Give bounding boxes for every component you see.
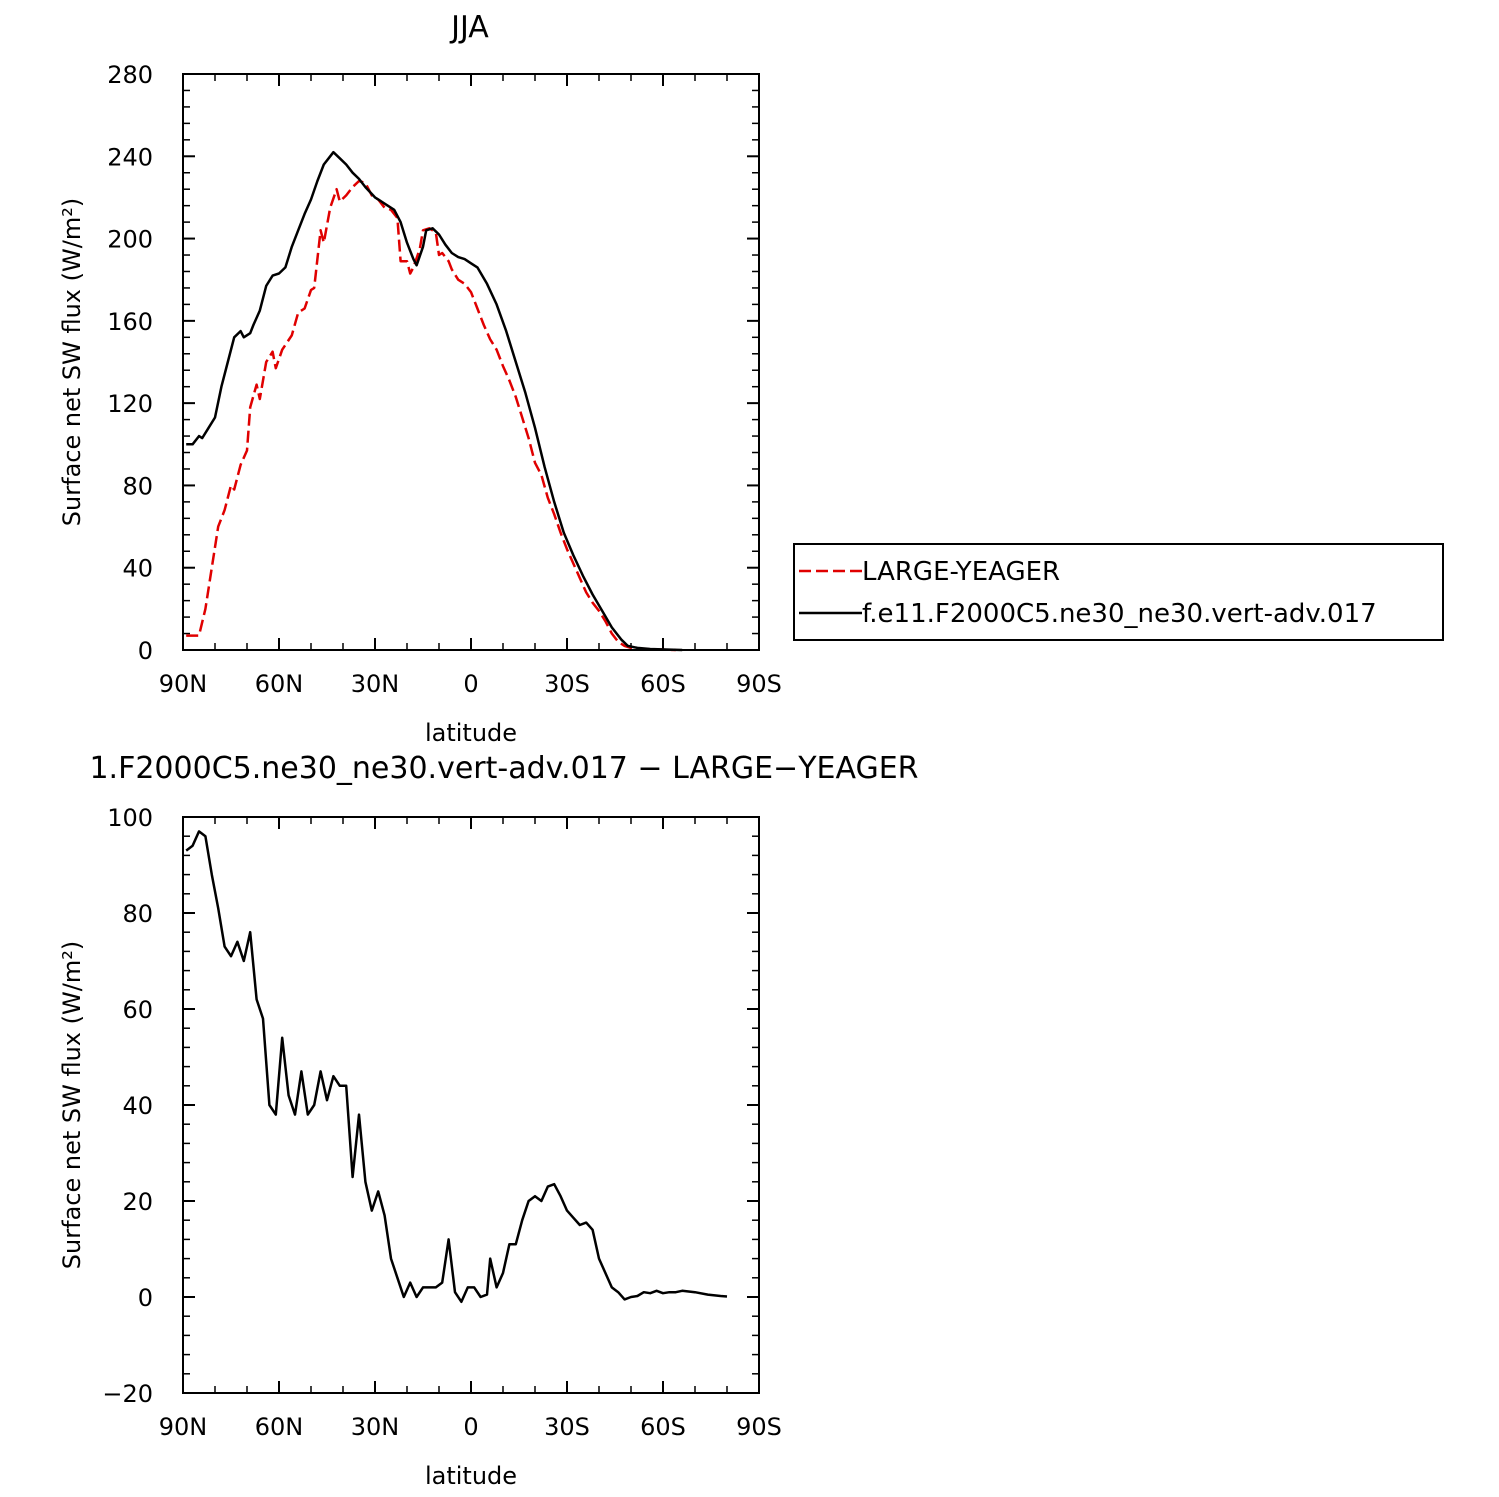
bottom-series-lines: [185, 830, 728, 1304]
x-tick-label-30n: 30N: [351, 1413, 400, 1441]
top-plot-frame: [182, 73, 760, 651]
bottom-chart-title: 1.F2000C5.ne30_ne30.vert-adv.017 − LARGE…: [89, 751, 918, 786]
bottom-x-axis-label: latitude: [425, 1462, 517, 1490]
y-tick-label-40: 40: [122, 1092, 153, 1120]
legend-label-model: f.e11.F2000C5.ne30_ne30.vert-adv.017: [862, 599, 1377, 629]
x-tick-label-90s: 90S: [736, 1413, 782, 1441]
y-tick-label-40: 40: [122, 555, 153, 583]
x-tick-label-60n: 60N: [255, 1413, 304, 1441]
y-tick-label-0: 0: [138, 1284, 153, 1312]
x-tick-label-30s: 30S: [544, 670, 590, 698]
bottom-y-tick-labels: −20 0 20 40 60 80 100: [102, 804, 153, 1408]
x-tick-label-90s: 90S: [736, 670, 782, 698]
top-x-axis-label: latitude: [425, 719, 517, 747]
top-x-tick-labels: 90N 60N 30N 0 30S 60S 90S: [159, 670, 782, 698]
x-tick-label-90n: 90N: [159, 1413, 208, 1441]
legend: LARGE-YEAGER f.e11.F2000C5.ne30_ne30.ver…: [793, 543, 1444, 641]
y-tick-label-160: 160: [107, 308, 153, 336]
series-line-large-yeager: [186, 179, 676, 652]
bottom-x-tick-labels: 90N 60N 30N 0 30S 60S 90S: [159, 1413, 782, 1441]
y-tick-label-0: 0: [138, 637, 153, 665]
x-tick-label-60s: 60S: [640, 670, 686, 698]
y-tick-label-100: 100: [107, 804, 153, 832]
top-axis-ticks: [182, 73, 760, 651]
x-tick-label-0: 0: [463, 670, 478, 698]
top-series-lines: [186, 150, 683, 652]
top-panel: JJA 90N 60N 30N 0 30S 60S 90S 0 40 80 120 160 200 24…: [58, 10, 1444, 747]
top-y-axis-label: Surface net SW flux (W/m²): [58, 198, 86, 526]
x-tick-label-60s: 60S: [640, 1413, 686, 1441]
y-tick-label-60: 60: [122, 996, 153, 1024]
y-tick-label-80: 80: [122, 900, 153, 928]
legend-label-large-yeager: LARGE-YEAGER: [862, 557, 1060, 587]
bottom-y-axis-label: Surface net SW flux (W/m²): [58, 941, 86, 1269]
x-tick-label-30s: 30S: [544, 1413, 590, 1441]
x-tick-label-30n: 30N: [351, 670, 400, 698]
bottom-panel: 1.F2000C5.ne30_ne30.vert-adv.017 − LARGE…: [58, 751, 919, 1490]
series-line-difference: [185, 830, 728, 1304]
y-tick-label-200: 200: [107, 226, 153, 254]
series-line-f-e11-f2000c5-ne30-ne30-vert-adv-017: [186, 150, 683, 652]
top-y-tick-labels: 0 40 80 120 160 200 240 280: [107, 61, 153, 665]
y-tick-label-20: 20: [122, 1188, 153, 1216]
y-tick-label-80: 80: [122, 472, 153, 500]
y-tick-label-240: 240: [107, 143, 153, 171]
bottom-plot-frame: [182, 816, 760, 1394]
x-tick-label-90n: 90N: [159, 670, 208, 698]
legend-box: [793, 543, 1444, 641]
x-tick-label-0: 0: [463, 1413, 478, 1441]
y-tick-label-280: 280: [107, 61, 153, 89]
bottom-axis-ticks: [182, 816, 760, 1394]
top-chart-title: JJA: [449, 10, 489, 45]
y-tick-label-20: −20: [102, 1380, 153, 1408]
x-tick-label-60n: 60N: [255, 670, 304, 698]
y-tick-label-120: 120: [107, 390, 153, 418]
